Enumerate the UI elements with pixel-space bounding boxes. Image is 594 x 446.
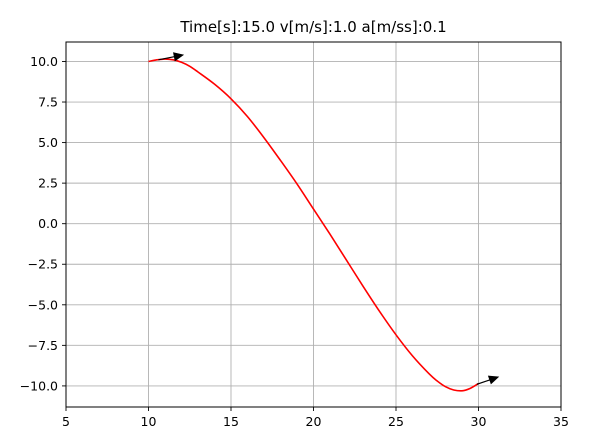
series-line bbox=[148, 58, 479, 392]
data-series bbox=[148, 58, 479, 392]
y-tick-label: 7.5 bbox=[38, 95, 58, 110]
y-tick-label: 10.0 bbox=[30, 54, 58, 69]
y-tick-label: 5.0 bbox=[38, 135, 58, 150]
y-tick-label: 0.0 bbox=[38, 216, 58, 231]
x-tick-label: 10 bbox=[141, 414, 157, 429]
x-tick-label: 15 bbox=[223, 414, 239, 429]
y-tick-label: 2.5 bbox=[38, 176, 58, 191]
x-axis-tick-labels: 5 10 15 20 25 30 35 bbox=[62, 414, 569, 429]
arrow-shaft bbox=[158, 56, 175, 61]
grid-lines bbox=[65, 42, 562, 407]
heading-arrow bbox=[158, 52, 185, 62]
y-tick-label: −5.0 bbox=[28, 297, 58, 312]
tick-marks bbox=[62, 61, 562, 411]
x-tick-label: 25 bbox=[388, 414, 404, 429]
x-tick-label: 20 bbox=[306, 414, 322, 429]
x-tick-label: 35 bbox=[553, 414, 569, 429]
x-tick-label: 5 bbox=[62, 414, 70, 429]
chart-title: Time[s]:15.0 v[m/s]:1.0 a[m/ss]:0.1 bbox=[179, 18, 446, 36]
y-tick-label: −7.5 bbox=[28, 338, 58, 353]
heading-arrows bbox=[158, 52, 500, 385]
y-tick-label: −10.0 bbox=[20, 378, 58, 393]
arrow-head bbox=[487, 375, 500, 385]
axes-frame bbox=[65, 41, 562, 408]
y-tick-label: −2.5 bbox=[28, 257, 58, 272]
heading-arrow bbox=[476, 375, 500, 385]
arrow-shaft bbox=[476, 379, 490, 385]
x-tick-label: 30 bbox=[471, 414, 487, 429]
y-axis-tick-labels: 10.0 7.5 5.0 2.5 0.0 −2.5 −5.0 −7.5 −10.0 bbox=[20, 54, 58, 393]
arrow-head bbox=[173, 52, 185, 62]
